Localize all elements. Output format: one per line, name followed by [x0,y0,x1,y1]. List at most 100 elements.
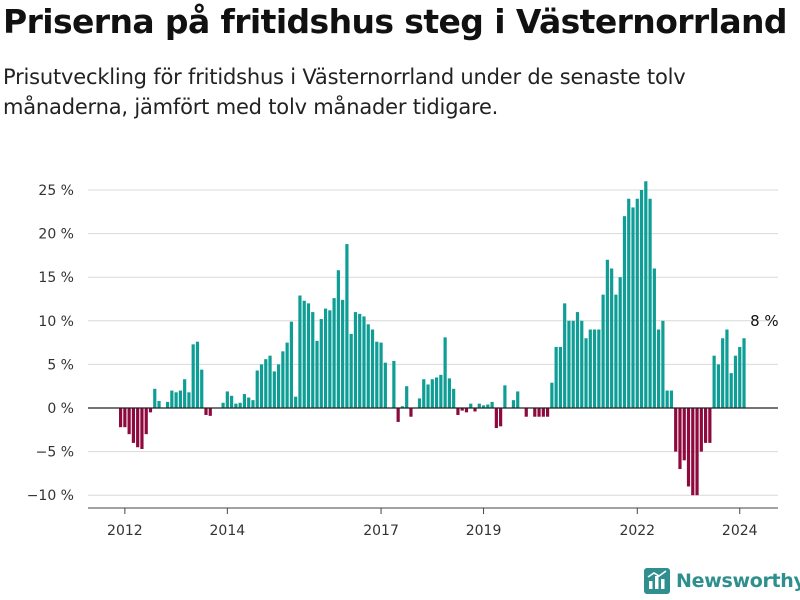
bar [298,295,302,408]
bar [311,312,315,408]
bar [144,408,148,435]
bar [392,360,396,408]
bar [635,198,639,408]
bar [345,244,349,408]
bar [306,303,311,408]
bar [516,391,520,408]
bar [264,359,268,408]
bar [336,270,340,408]
bar [272,371,276,408]
bar [665,390,669,408]
bar [400,406,405,408]
bar [221,402,225,408]
bar [409,408,413,417]
bar-chart-logo-icon [644,568,670,594]
bar [251,400,255,408]
bar [430,379,434,408]
bar [328,310,332,408]
bar [550,382,554,408]
x-tick-label: 2019 [466,523,502,539]
bar [208,408,212,416]
bar [294,396,298,408]
axes [88,407,778,514]
bars [119,181,746,496]
bar [247,397,251,408]
x-tick-label: 2022 [619,523,655,539]
bar [281,351,285,408]
bar [349,333,353,408]
brand-name: Newsworthy [676,570,800,592]
bar [490,401,494,408]
bar [405,386,409,408]
bar [524,408,528,417]
y-tick-label: −10 % [27,488,74,504]
bar [618,277,622,408]
bar [302,300,306,408]
bar [661,320,665,408]
bar [276,364,281,408]
bar [127,408,131,435]
last-value-annotation: 8 % [750,312,779,330]
bar [157,401,161,408]
bar [396,408,400,422]
bar [242,394,247,408]
bar [434,377,439,408]
bar [289,321,293,408]
bar [546,408,550,417]
bar [477,403,481,408]
bar [494,408,498,429]
bar [123,408,127,428]
bar [610,268,614,408]
bar [319,319,323,408]
y-tick-label: 10 % [38,314,74,330]
bar [285,342,289,408]
bar [644,181,648,408]
bar [669,390,674,408]
bar [473,408,477,412]
bar [729,373,733,408]
bar [541,408,545,417]
bar [332,298,336,408]
bar [165,401,170,408]
bar [422,379,426,408]
bar [362,316,366,408]
bar [652,268,656,408]
bar [191,344,195,408]
bar [131,408,136,443]
bar [447,378,451,408]
bar [601,294,605,408]
bar [699,408,703,452]
bar [259,364,264,408]
bar [580,320,584,408]
y-tick-label: −5 % [36,445,74,461]
bar [575,312,580,408]
bar [187,392,191,408]
bar [503,385,507,408]
bar [426,384,430,408]
bar [721,338,725,408]
bar [195,341,200,408]
tick-labels: −10 % −5 % 0 % 5 % 10 % 15 % 20 % 25 % 2012 2014 2… [27,183,779,539]
bar [571,320,575,408]
bar [558,346,563,408]
bar [153,388,157,408]
bar [716,364,720,408]
chart-subtitle: Prisutveckling för fritidshus i Västerno… [3,65,686,119]
bar [703,408,708,443]
bar [119,408,123,428]
bar [469,403,473,408]
y-tick-label: 5 % [47,357,74,373]
y-tick-label: 0 % [47,401,74,417]
bar [695,408,699,496]
bar [486,404,490,408]
bar [691,408,695,496]
bar [230,395,234,408]
bar [315,340,319,408]
bar [511,400,516,408]
bar [742,338,746,408]
bar [464,408,469,413]
x-tick-label: 2012 [107,523,143,539]
chart-title: Priserna på fritidshus steg i Västernorr… [3,2,788,41]
y-tick-label: 20 % [38,227,74,243]
bar [605,259,609,408]
